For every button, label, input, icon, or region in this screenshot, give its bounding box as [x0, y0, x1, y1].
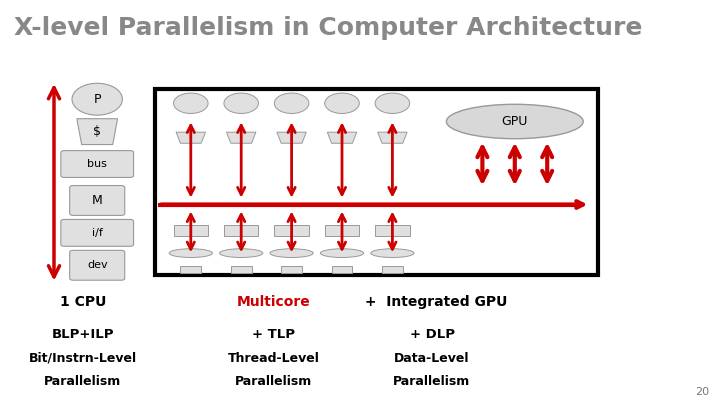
- FancyBboxPatch shape: [332, 266, 352, 273]
- FancyBboxPatch shape: [224, 225, 258, 237]
- Text: Data-Level: Data-Level: [395, 352, 469, 365]
- FancyBboxPatch shape: [181, 266, 201, 273]
- Text: X-level Parallelism in Computer Architecture: X-level Parallelism in Computer Architec…: [14, 16, 643, 40]
- Text: Parallelism: Parallelism: [44, 375, 122, 388]
- FancyBboxPatch shape: [325, 225, 359, 237]
- Ellipse shape: [169, 249, 212, 258]
- FancyBboxPatch shape: [274, 225, 309, 237]
- FancyBboxPatch shape: [231, 266, 251, 273]
- FancyBboxPatch shape: [155, 89, 598, 275]
- Ellipse shape: [274, 93, 309, 113]
- Ellipse shape: [320, 249, 364, 258]
- Text: dev: dev: [87, 260, 107, 270]
- Text: 1 CPU: 1 CPU: [60, 295, 106, 309]
- Ellipse shape: [446, 104, 583, 139]
- Text: Bit/Instrn-Level: Bit/Instrn-Level: [29, 352, 137, 365]
- Polygon shape: [227, 132, 256, 143]
- FancyBboxPatch shape: [60, 220, 134, 246]
- Polygon shape: [77, 119, 117, 145]
- Text: BLP+ILP: BLP+ILP: [52, 328, 114, 341]
- Text: i/f: i/f: [91, 228, 103, 238]
- Text: + DLP: + DLP: [410, 328, 454, 341]
- Text: Multicore: Multicore: [237, 295, 310, 309]
- Polygon shape: [378, 132, 407, 143]
- Ellipse shape: [220, 249, 263, 258]
- Text: Parallelism: Parallelism: [393, 375, 471, 388]
- Text: GPU: GPU: [502, 115, 528, 128]
- Ellipse shape: [72, 83, 122, 115]
- Ellipse shape: [371, 249, 414, 258]
- Text: P: P: [94, 93, 101, 106]
- FancyBboxPatch shape: [70, 250, 125, 280]
- FancyBboxPatch shape: [282, 266, 302, 273]
- FancyBboxPatch shape: [60, 151, 134, 177]
- FancyBboxPatch shape: [174, 225, 208, 237]
- Text: M: M: [92, 194, 102, 207]
- Ellipse shape: [375, 93, 410, 113]
- Polygon shape: [277, 132, 306, 143]
- Text: + TLP: + TLP: [252, 328, 295, 341]
- Ellipse shape: [224, 93, 258, 113]
- Ellipse shape: [174, 93, 208, 113]
- Text: +  Integrated GPU: + Integrated GPU: [360, 295, 508, 309]
- FancyBboxPatch shape: [375, 225, 410, 237]
- FancyBboxPatch shape: [70, 185, 125, 215]
- Ellipse shape: [325, 93, 359, 113]
- Polygon shape: [176, 132, 205, 143]
- Polygon shape: [328, 132, 356, 143]
- Text: $: $: [93, 125, 102, 138]
- FancyBboxPatch shape: [382, 266, 402, 273]
- Ellipse shape: [270, 249, 313, 258]
- Text: 20: 20: [695, 387, 709, 397]
- Text: Parallelism: Parallelism: [235, 375, 312, 388]
- Text: Thread-Level: Thread-Level: [228, 352, 320, 365]
- Text: bus: bus: [87, 159, 107, 169]
